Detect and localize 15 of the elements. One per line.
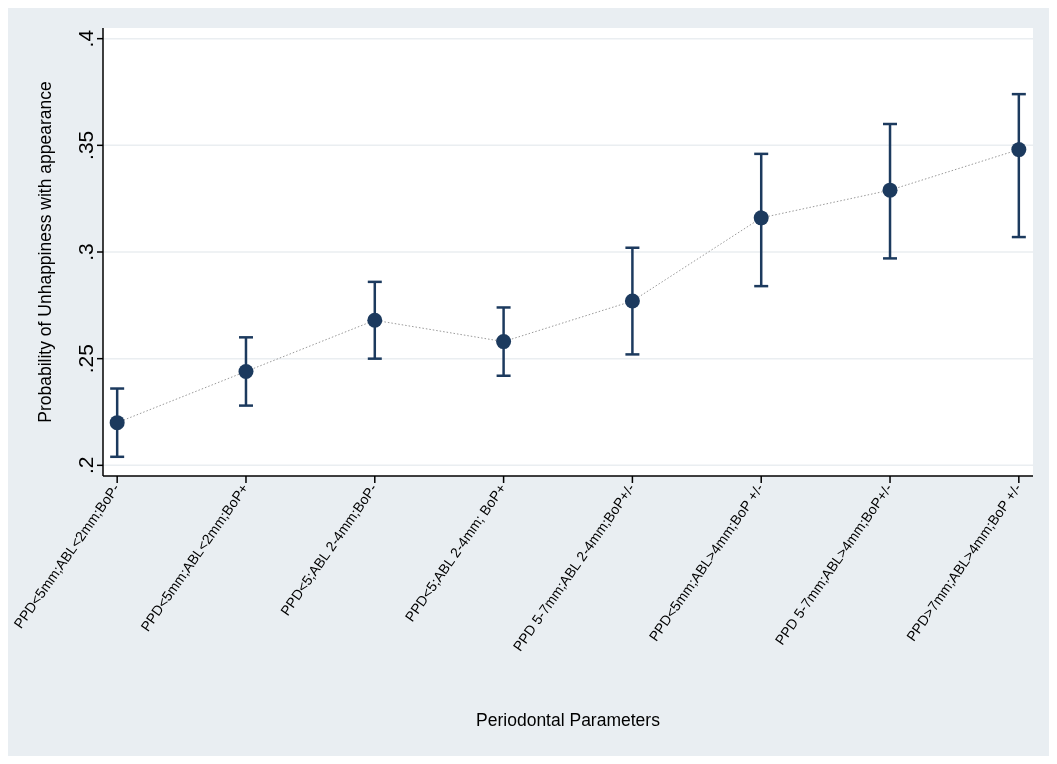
y-tick-label: .35 bbox=[74, 130, 97, 160]
point bbox=[238, 363, 254, 379]
x-axis-title: Periodontal Parameters bbox=[476, 710, 661, 730]
point bbox=[624, 293, 640, 309]
point bbox=[109, 415, 125, 431]
point bbox=[753, 210, 769, 226]
point bbox=[1011, 142, 1027, 158]
point bbox=[882, 182, 898, 198]
y-tick-label: .2 bbox=[74, 456, 97, 475]
y-tick-label: .4 bbox=[74, 29, 97, 48]
point bbox=[367, 312, 383, 328]
y-axis-title: Probability of Unhappiness with appearance bbox=[35, 81, 55, 423]
point bbox=[496, 334, 512, 350]
y-tick-label: .3 bbox=[74, 243, 97, 261]
y-tick-label: .25 bbox=[74, 344, 97, 374]
